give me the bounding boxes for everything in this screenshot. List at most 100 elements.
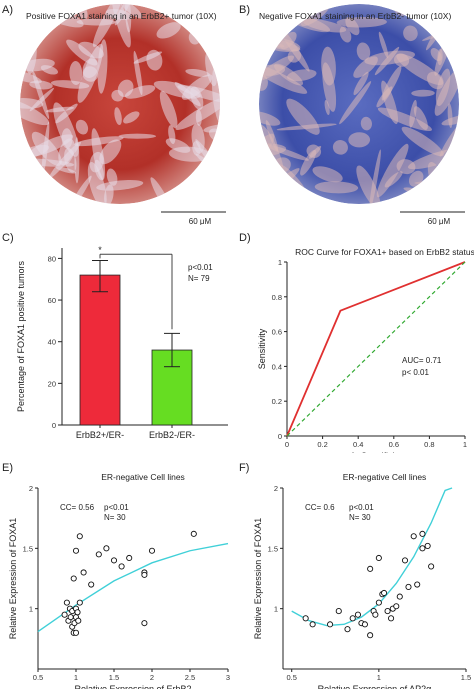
p-value-c: p<0.01 [188,263,213,272]
data-point-e [72,629,80,636]
x-tick-label-c: ErbB2+/ER- [76,430,124,440]
x-tick-label-d: 0.2 [317,440,327,449]
data-point-f [344,626,351,633]
data-point-f [384,608,391,615]
x-tick-label-f: 1 [377,673,381,682]
data-point-f [428,563,435,570]
x-tick-label-e: 1.5 [109,673,119,682]
y-tick-label-d: 0.4 [272,362,282,371]
data-point-e [88,581,95,588]
panel-d: D) ROC Curve for FOXA1+ based on ErbB2 s… [239,232,474,453]
x-tick-label-c: ErbB2-/ER- [149,430,195,440]
panel-a-caption: Positive FOXA1 staining in an ErbB2+ tum… [26,11,217,21]
panel-b: B) Negative FOXA1 staining in an ErbB2- … [239,4,465,225]
chart-title-e: ER-negative Cell lines [101,472,185,482]
x-tick-label-d: 1 [463,440,467,449]
roc-curve [286,261,466,437]
data-point-e [190,530,197,537]
scale-label-a: 60 μM [189,217,212,225]
n-value-f: N= 30 [349,513,371,522]
panel-a-letter: A) [2,4,13,16]
p-value-f: p<0.01 [349,503,374,512]
panel-a: A) Positive FOXA1 staining in an ErbB2+ … [2,4,226,225]
data-point-f [349,615,356,622]
data-point-e [76,599,83,606]
data-point-f [414,581,421,588]
y-tick-label-c: 80 [48,254,56,263]
y-tick-label-e: 1 [29,605,33,614]
x-tick-label-d: 0 [285,440,289,449]
significance-star: * [98,245,102,255]
data-point-f [375,599,382,606]
y-tick-label-d: 0.8 [272,293,282,302]
data-point-f [327,621,334,628]
y-tick-label-f: 1.5 [268,544,278,553]
y-axis-label-e: Relative Expression of FOXA1 [8,518,18,640]
data-point-f [372,611,379,618]
panel-c: C) 0 20 40 60 80 Percentage of FOXA1 positive… [2,232,228,440]
data-point-f [424,542,431,549]
data-point-f [375,554,382,562]
x-tick-label-d: 0.8 [424,440,434,449]
panel-b-letter: B) [239,4,250,16]
data-point-f [302,615,309,622]
y-tick-label-c: 20 [48,379,56,388]
data-point-e [63,599,70,606]
y-tick-label-d: 0 [278,432,282,441]
data-point-e [74,609,81,616]
n-value-e: N= 30 [104,513,126,522]
y-tick-label-e: 2 [29,484,33,493]
data-point-f [396,593,403,600]
bar [79,274,121,426]
y-tick-label-e: 1.5 [23,544,33,553]
x-tick-label-e: 0.5 [33,673,43,682]
auc-value: AUC= 0.71 [402,356,442,365]
data-point-f [401,557,409,564]
data-point-e [76,533,83,540]
n-value-c: N= 79 [188,274,210,283]
chart-title-f: ER-negative Cell lines [343,472,427,482]
x-tick-label-e: 3 [226,673,230,682]
panel-c-letter: C) [2,232,14,244]
data-point-f [419,530,426,537]
data-point-e [75,617,82,624]
x-tick-label-d: 0.6 [389,440,399,449]
y-tick-label-f: 2 [274,484,278,493]
data-point-e [103,545,110,552]
y-tick-label-d: 0.6 [272,328,282,337]
y-tick-label-d: 1 [278,258,282,267]
cc-value-f: CC= 0.6 [305,503,335,512]
panel-e-letter: E) [2,462,13,474]
y-tick-label-d: 0.2 [272,397,282,406]
data-point-f [361,621,368,628]
x-tick-label-e: 1 [74,673,78,682]
x-axis-label-e: Relative Expression of ErbB2 [74,684,191,689]
panel-f-letter: F) [239,462,249,474]
chart-title-d: ROC Curve for FOXA1+ based on ErbB2 stat… [295,247,474,257]
p-value-d: p< 0.01 [402,368,429,377]
scale-label-b: 60 μM [428,217,451,225]
data-point-e [70,575,77,582]
y-tick-label-c: 40 [48,338,56,347]
data-point-e [126,554,133,562]
y-axis-label-c: Percentage of FOXA1 positive tumors [16,260,26,412]
x-tick-label-f: 0.5 [286,673,296,682]
x-axis-label-f: Relative Expression of AP2α [318,684,432,689]
panel-f: F) ER-negative Cell lines 0.5 1 1.5 1 1.5 2 Rel… [239,462,471,689]
data-point-e [95,551,102,558]
data-point-f [367,632,374,639]
data-point-e [67,614,74,621]
p-value-e: p<0.01 [104,503,129,512]
y-axis-label-d: Sensitivity [257,328,267,369]
data-point-f [405,583,412,590]
panel-e: E) ER-negative Cell lines 0.5 1 1.5 2 2.5 3 1 1.… [2,462,230,689]
x-tick-label-d: 0.4 [353,440,363,449]
panel-b-caption: Negative FOXA1 staining in an ErbB2- tum… [259,11,451,21]
x-tick-label-f: 1.5 [461,673,471,682]
x-tick-label-e: 2.5 [185,673,195,682]
y-axis-label-f: Relative Expression of FOXA1 [253,518,263,640]
data-point-f [367,565,374,572]
data-point-e [141,571,148,578]
y-tick-label-c: 60 [48,296,56,305]
x-axis-label-d: 1- Specificity [350,451,402,453]
